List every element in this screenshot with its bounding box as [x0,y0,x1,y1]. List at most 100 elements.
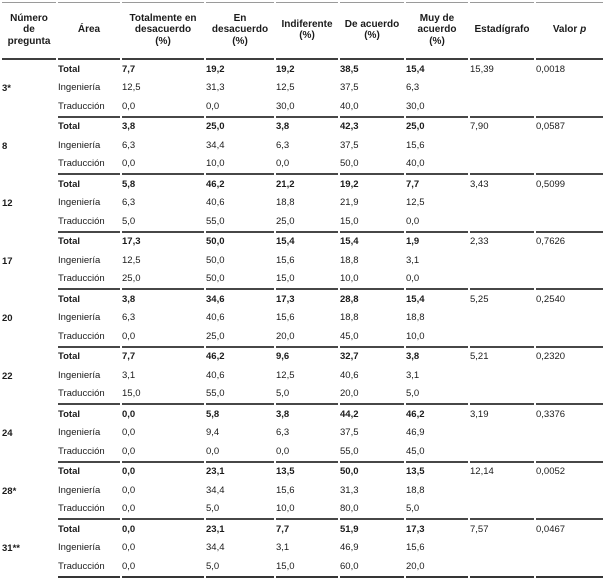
percentage-cell: 34,6 [206,293,225,305]
area-cell: Ingeniería [58,139,101,151]
table-row: Traducción 0,0 5,0 15,0 60,0 20,0 [2,557,603,578]
table-row: Traducción 0,0 0,0 0,0 55,0 45,0 [2,442,603,463]
percentage-cell: 0,0 [122,484,136,496]
percentage-cell: 15,0 [276,270,338,290]
valor-p-cell: 0,3376 [536,408,566,420]
percentage-cell: 55,0 [340,442,404,463]
percentage-cell: 6,3 [406,82,420,94]
estadigrafo-cell [470,309,534,328]
percentage-cell: 0,0 [406,270,468,290]
percentage-cell: 30,0 [406,97,468,118]
percentage-cell: 80,0 [340,500,404,520]
percentage-cell: 15,0 [340,212,404,233]
percentage-cell: 50,0 [206,270,274,290]
table-row: Traducción 0,0 0,0 30,0 40,0 30,0 [2,97,603,118]
estadigrafo-cell [470,539,534,558]
percentage-cell: 15,4 [406,293,425,305]
area-cell: Ingeniería [58,197,101,209]
area-cell: Ingeniería [58,312,101,324]
valor-p-cell [536,424,603,443]
percentage-cell: 5,0 [276,385,338,405]
estadigrafo-cell [470,194,534,213]
percentage-cell: 0,0 [122,427,136,439]
percentage-cell: 12,5 [276,369,295,381]
percentage-cell: 30,0 [276,97,338,118]
percentage-cell: 34,4 [206,542,225,554]
estadigrafo-cell: 3,43 [470,178,489,190]
valor-p-cell: 0,0018 [536,63,566,75]
valor-p-cell [536,79,603,98]
percentage-cell: 34,4 [206,139,225,151]
percentage-cell: 20,0 [276,327,338,348]
percentage-cell: 5,0 [406,385,468,405]
percentage-cell: 15,6 [276,484,295,496]
percentage-cell: 50,0 [206,236,225,248]
question-number-cell: 31** [2,543,20,555]
percentage-cell: 7,7 [276,523,290,535]
percentage-cell: 19,2 [340,178,359,190]
estadigrafo-cell [470,442,534,463]
table-row: 22 Total 7,7 46,2 9,6 32,7 3,8 5,21 0,2320 [2,348,603,382]
table-row: Traducción 0,0 10,0 0,0 50,0 40,0 [2,155,603,175]
table-body: 3* Total 7,7 19,2 19,2 38,5 15,4 15,39 0,0018 Ing… [2,60,603,578]
percentage-cell: 46,2 [406,408,425,420]
percentage-cell: 25,0 [206,327,274,348]
table-row: Traducción 0,0 25,0 20,0 45,0 10,0 [2,327,603,348]
estadigrafo-cell [470,557,534,578]
column-header: Número de pregunta [2,2,56,60]
percentage-cell: 9,6 [276,351,290,363]
area-cell: Traducción [58,212,120,233]
column-header: Valor p [536,2,603,60]
valor-p-cell: 0,7626 [536,236,566,248]
estadigrafo-cell [470,327,534,348]
area-cell: Traducción [58,327,120,348]
valor-p-cell [536,155,603,175]
area-cell: Total [58,466,80,478]
percentage-cell: 19,2 [276,63,295,75]
estadigrafo-cell [470,79,534,98]
valor-p-cell: 0,5099 [536,178,566,190]
valor-p-cell [536,270,603,290]
area-cell: Total [58,523,80,535]
valor-p-cell [536,212,603,233]
percentage-cell: 15,0 [276,557,338,578]
table-row: 24 Total 0,0 5,8 3,8 44,2 46,2 3,19 0,3376 [2,405,603,440]
percentage-cell: 0,0 [206,442,274,463]
percentage-cell: 3,8 [122,121,136,133]
column-header: En desacuerdo (%) [206,2,274,60]
percentage-cell: 0,0 [122,327,204,348]
percentage-cell: 40,0 [406,155,468,175]
percentage-cell: 31,3 [340,484,359,496]
percentage-cell: 10,0 [206,155,274,175]
percentage-cell: 18,8 [340,254,359,266]
percentage-cell: 42,3 [340,121,359,133]
table-row: Traducción 5,0 55,0 25,0 15,0 0,0 [2,212,603,233]
percentage-cell: 13,5 [406,466,425,478]
question-number-cell: 20 [2,313,13,325]
estadigrafo-cell [470,97,534,118]
table-row: 3* Total 7,7 19,2 19,2 38,5 15,4 15,39 0,0018 [2,60,603,95]
area-cell: Total [58,178,80,190]
percentage-cell: 3,1 [406,369,420,381]
percentage-cell: 51,9 [340,523,359,535]
column-header: De acuerdo (%) [340,2,404,60]
percentage-cell: 40,0 [340,97,404,118]
percentage-cell: 1,9 [406,236,420,248]
percentage-cell: 40,6 [206,312,225,324]
percentage-cell: 10,0 [276,500,338,520]
valor-p-cell: 0,0587 [536,121,566,133]
percentage-cell: 0,0 [122,557,204,578]
percentage-cell: 0,0 [122,466,136,478]
estadigrafo-cell [470,500,534,520]
area-cell: Traducción [58,442,120,463]
percentage-cell: 5,0 [122,212,204,233]
percentage-cell: 60,0 [340,557,404,578]
table-row: Ingeniería 0,0 34,4 15,6 31,3 18,8 [2,481,603,500]
percentage-cell: 15,4 [276,236,295,248]
percentage-cell: 46,9 [406,427,425,439]
question-number-cell: 24 [2,428,13,440]
percentage-cell: 0,0 [122,155,204,175]
table-row: 8 Total 3,8 25,0 3,8 42,3 25,0 7,90 0,0587 [2,118,603,152]
percentage-cell: 45,0 [406,442,468,463]
